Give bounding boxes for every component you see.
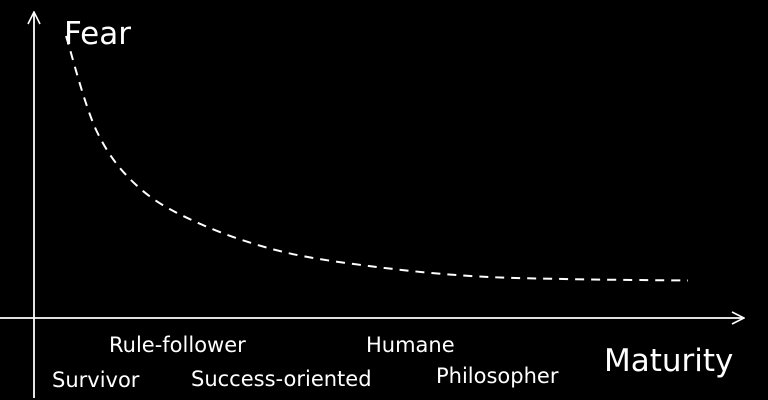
stage-label-rule-follower: Rule-follower: [109, 333, 246, 357]
fear-curve-line: [65, 35, 689, 282]
stage-label-survivor: Survivor: [52, 368, 140, 392]
y-axis-title: Fear: [64, 16, 131, 52]
stage-label-success-oriented: Success-oriented: [191, 367, 372, 391]
stage-label-philosopher: Philosopher: [436, 364, 559, 388]
stage-label-humane: Humane: [366, 333, 455, 357]
x-axis-title: Maturity: [604, 343, 733, 379]
